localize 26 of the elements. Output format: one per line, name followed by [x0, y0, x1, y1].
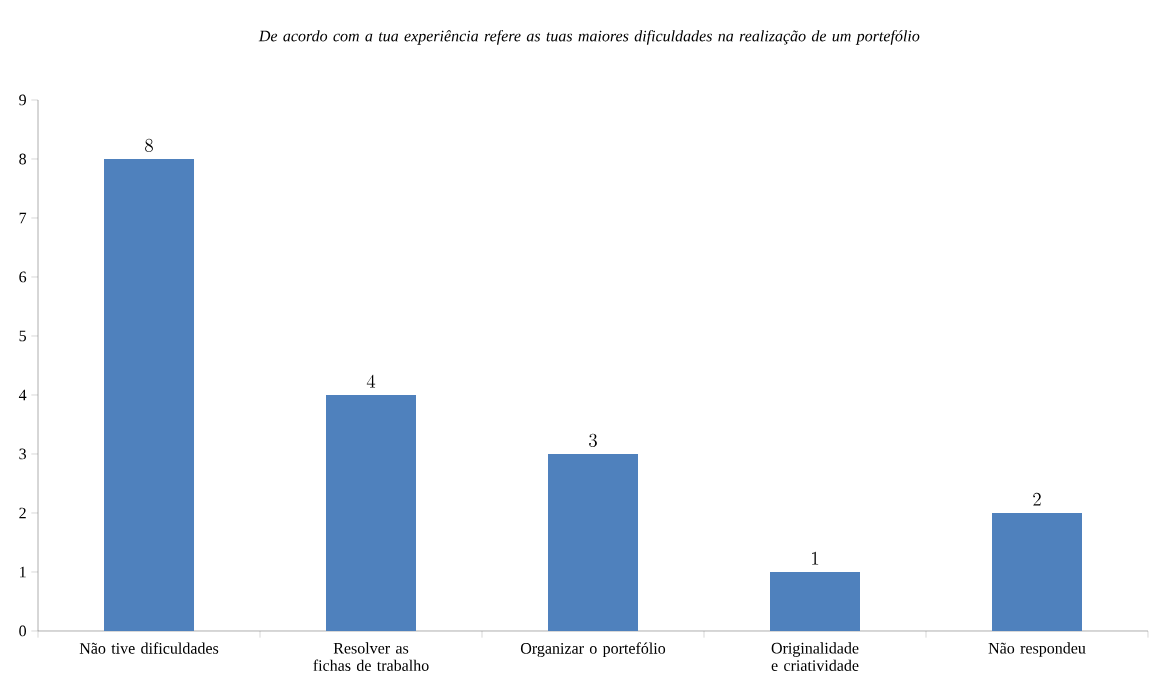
y-tick-label: 0 [19, 625, 27, 637]
bar [104, 159, 195, 631]
x-tick-label: Não respondeu [988, 642, 1086, 657]
y-tick-label: 8 [19, 153, 27, 165]
y-tick-label: 6 [19, 271, 27, 283]
y-tick-label: 5 [19, 330, 27, 342]
x-tick-label: Resolver as fichas de trabalho [313, 642, 429, 671]
bar [548, 453, 638, 631]
data-label: 3 [589, 433, 597, 448]
data-label: 1 [812, 551, 819, 565]
x-tick-label: Originalidade e criatividade [771, 642, 859, 671]
y-tick-label: 7 [19, 212, 27, 224]
y-tick-label: 3 [19, 448, 27, 460]
chart-title: De acordo com a tua experiência refere as tuas maiores dificuldades na realização de um portefólio [258, 29, 920, 45]
data-label: 8 [145, 138, 153, 153]
bar [992, 512, 1082, 631]
y-tick-label: 1 [20, 566, 26, 578]
data-label: 4 [366, 374, 376, 388]
data-label: 2 [1033, 492, 1041, 506]
x-tick-label: Organizar o portefólio [520, 642, 666, 658]
y-tick-label: 4 [18, 389, 27, 401]
x-tick-label: Não tive dificuldades [79, 642, 219, 654]
y-tick-label: 9 [19, 94, 26, 106]
y-tick-label: 2 [19, 507, 26, 519]
bar [326, 394, 417, 631]
bar [770, 571, 860, 631]
